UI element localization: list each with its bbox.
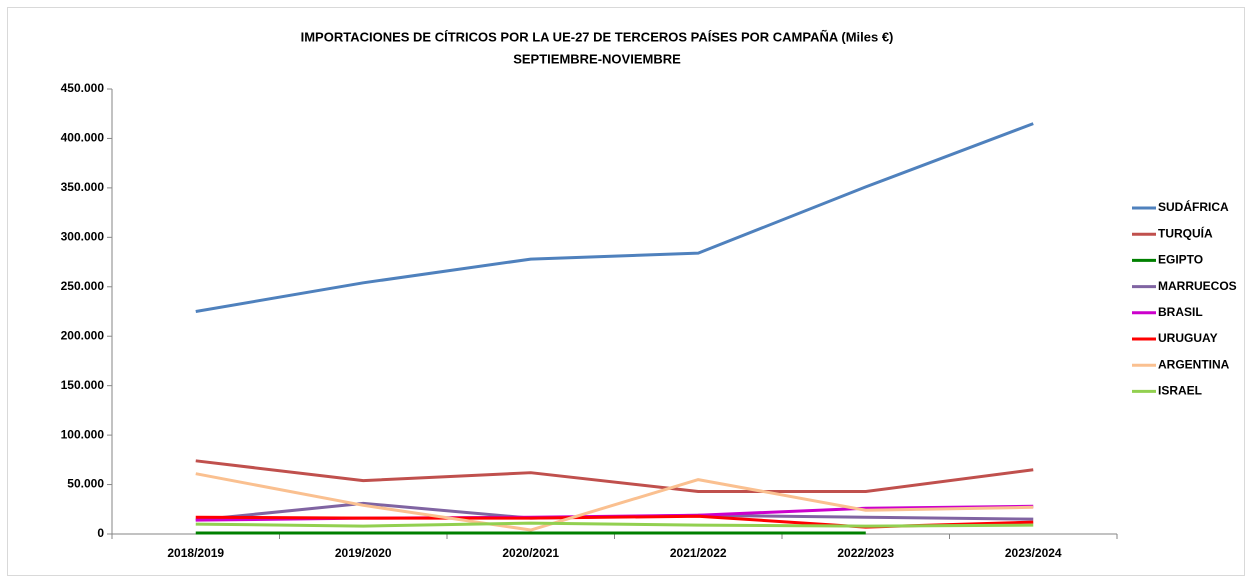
legend-label: ARGENTINA <box>1158 357 1230 371</box>
legend-label: TURQUÍA <box>1158 225 1213 240</box>
x-tick-label: 2023/2024 <box>1005 546 1062 560</box>
y-tick-label: 350.000 <box>61 180 105 194</box>
legend-label: BRASIL <box>1158 305 1203 319</box>
y-tick-label: 50.000 <box>67 477 104 491</box>
y-tick-label: 450.000 <box>61 81 105 95</box>
legend-label: URUGUAY <box>1158 331 1218 345</box>
chart-frame <box>7 7 1245 576</box>
legend-label: EGIPTO <box>1158 253 1203 267</box>
x-tick-label: 2020/2021 <box>502 546 559 560</box>
x-tick-label: 2018/2019 <box>167 546 224 560</box>
series-line <box>195 472 1034 532</box>
chart-subtitle: SEPTIEMBRE-NOVIEMBRE <box>513 51 681 66</box>
legend-label: ISRAEL <box>1158 384 1202 398</box>
x-tick-label: 2019/2020 <box>335 546 392 560</box>
y-tick-label: 400.000 <box>61 131 105 145</box>
x-tick-label: 2022/2023 <box>837 546 894 560</box>
series-line <box>195 122 1034 313</box>
y-tick-label: 150.000 <box>61 378 105 392</box>
legend-label: MARRUECOS <box>1158 279 1237 293</box>
y-tick-label: 100.000 <box>61 427 105 441</box>
y-tick-label: 200.000 <box>61 328 105 342</box>
y-tick-label: 300.000 <box>61 230 105 244</box>
series-line <box>195 521 1034 528</box>
y-tick-label: 250.000 <box>61 279 105 293</box>
x-tick-label: 2021/2022 <box>670 546 727 560</box>
series-line <box>195 459 1034 493</box>
y-tick-label: 0 <box>97 526 104 540</box>
legend-label: SUDÁFRICA <box>1158 199 1229 214</box>
chart-title: IMPORTACIONES DE CÍTRICOS POR LA UE-27 D… <box>301 29 894 44</box>
